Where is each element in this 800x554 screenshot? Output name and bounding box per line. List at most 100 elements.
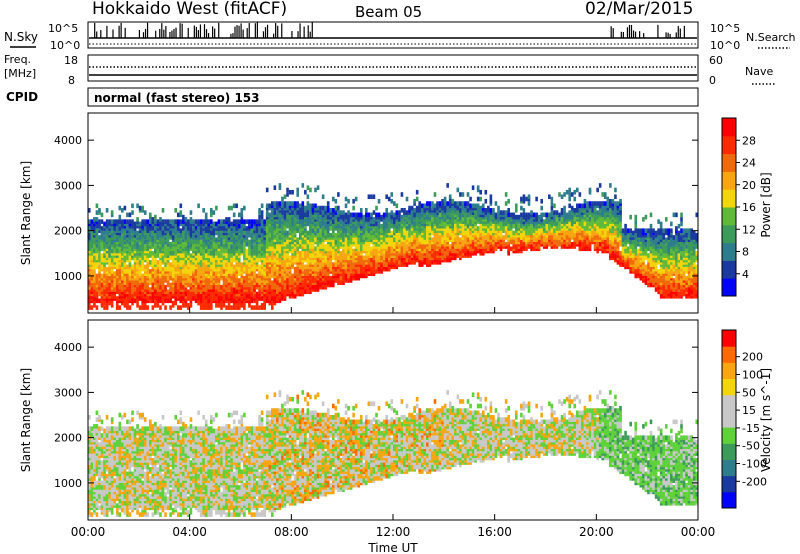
power-cell	[403, 241, 406, 247]
power-cell	[428, 201, 432, 206]
power-cell	[118, 248, 122, 254]
power-cell	[230, 205, 233, 211]
power-cell	[337, 255, 340, 261]
power-cell	[461, 192, 465, 197]
power-cell	[151, 305, 155, 310]
power-cell	[436, 232, 439, 238]
power-cell	[169, 282, 172, 288]
power-cell	[115, 219, 119, 224]
power-cell	[131, 203, 134, 209]
power-cell	[306, 275, 310, 281]
power-cell	[385, 212, 388, 218]
power-cell	[283, 241, 287, 247]
power-cell	[337, 192, 340, 197]
power-cell	[151, 217, 155, 222]
power-cell	[182, 230, 185, 236]
power-cell	[149, 219, 152, 224]
power-cell	[469, 203, 472, 209]
power-cell	[141, 232, 144, 238]
noise-bar	[165, 26, 167, 38]
power-cell	[230, 221, 233, 227]
noise-bar	[277, 25, 279, 38]
power-cell	[143, 210, 147, 215]
power-cell	[215, 244, 218, 249]
nave-tick-bottom: 0	[709, 74, 716, 87]
power-cell	[197, 230, 200, 236]
power-cell	[95, 217, 99, 222]
power-cell	[405, 246, 409, 252]
power-cell	[304, 269, 307, 274]
power-cell	[126, 255, 129, 261]
power-cell	[100, 212, 104, 218]
power-cell	[227, 205, 231, 211]
noise-bar	[291, 31, 293, 38]
power-cell	[156, 303, 160, 308]
power-cell	[95, 305, 99, 310]
power-cell	[359, 208, 363, 213]
noise-bar	[142, 32, 145, 38]
power-cell	[138, 260, 142, 265]
power-cell	[329, 208, 333, 213]
power-cell	[296, 192, 300, 197]
power-cell	[479, 248, 483, 254]
noise-bar	[610, 26, 612, 38]
power-cell	[413, 208, 416, 213]
power-cell	[357, 266, 361, 272]
power-cell	[149, 232, 152, 238]
power-cell	[179, 275, 183, 281]
noise-panel	[87, 21, 699, 49]
power-cell	[169, 241, 172, 247]
power-cell	[176, 248, 180, 254]
power-cell	[329, 226, 333, 231]
noise-bar	[238, 25, 240, 38]
power-cell	[451, 214, 455, 220]
power-cell	[154, 219, 157, 224]
power-cell	[217, 219, 221, 224]
power-cell	[176, 293, 180, 299]
power-cell	[476, 226, 480, 231]
power-cell	[237, 278, 241, 283]
power-cell	[245, 235, 249, 240]
noise-bar	[665, 32, 667, 38]
noise-bar	[240, 23, 242, 38]
power-cell	[268, 212, 272, 218]
power-cell	[105, 208, 109, 213]
power-cell	[215, 205, 218, 211]
power-cell	[410, 205, 414, 211]
power-cell	[342, 253, 345, 258]
noise-bar	[94, 22, 96, 38]
power-cell	[128, 246, 132, 252]
power-cell	[237, 305, 241, 310]
power-cell	[332, 208, 335, 213]
power-cell	[187, 289, 190, 295]
power-cell	[131, 210, 134, 215]
noise-bar	[679, 28, 681, 38]
power-cell	[324, 210, 327, 215]
noise-bar	[275, 22, 277, 38]
power-cell	[390, 210, 394, 215]
power-cell	[398, 255, 401, 261]
power-cell	[365, 223, 368, 229]
power-cell	[408, 205, 411, 211]
power-cell	[337, 205, 340, 211]
power-cell	[476, 196, 480, 202]
power-cell	[255, 291, 259, 297]
power-cell	[438, 235, 442, 240]
power-cell	[298, 269, 302, 274]
power-cell	[159, 305, 162, 310]
power-cell	[428, 208, 432, 213]
power-cell	[316, 266, 320, 272]
power-cell	[222, 282, 226, 288]
power-cell	[126, 219, 129, 224]
power-cell	[250, 244, 254, 249]
power-cell	[352, 248, 355, 254]
power-cell	[182, 264, 185, 270]
noise-bar	[205, 29, 208, 38]
power-cell	[400, 214, 404, 220]
power-cell	[326, 201, 330, 206]
power-cell	[100, 219, 104, 224]
power-cell	[377, 223, 381, 229]
power-cell	[90, 241, 94, 247]
power-cell	[189, 253, 193, 258]
